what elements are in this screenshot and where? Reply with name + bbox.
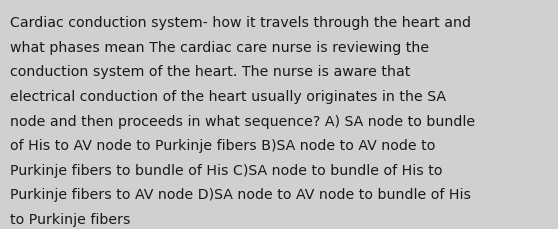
- Text: what phases mean The cardiac care nurse is reviewing the: what phases mean The cardiac care nurse …: [10, 41, 429, 55]
- Text: Purkinje fibers to AV node D)SA node to AV node to bundle of His: Purkinje fibers to AV node D)SA node to …: [10, 188, 471, 202]
- Text: of His to AV node to Purkinje fibers B)SA node to AV node to: of His to AV node to Purkinje fibers B)S…: [10, 139, 435, 153]
- Text: conduction system of the heart. The nurse is aware that: conduction system of the heart. The nurs…: [10, 65, 411, 79]
- Text: node and then proceeds in what sequence? A) SA node to bundle: node and then proceeds in what sequence?…: [10, 114, 475, 128]
- Text: Cardiac conduction system- how it travels through the heart and: Cardiac conduction system- how it travel…: [10, 16, 471, 30]
- Text: to Purkinje fibers: to Purkinje fibers: [10, 212, 131, 226]
- Text: electrical conduction of the heart usually originates in the SA: electrical conduction of the heart usual…: [10, 90, 446, 104]
- Text: Purkinje fibers to bundle of His C)SA node to bundle of His to: Purkinje fibers to bundle of His C)SA no…: [10, 163, 442, 177]
